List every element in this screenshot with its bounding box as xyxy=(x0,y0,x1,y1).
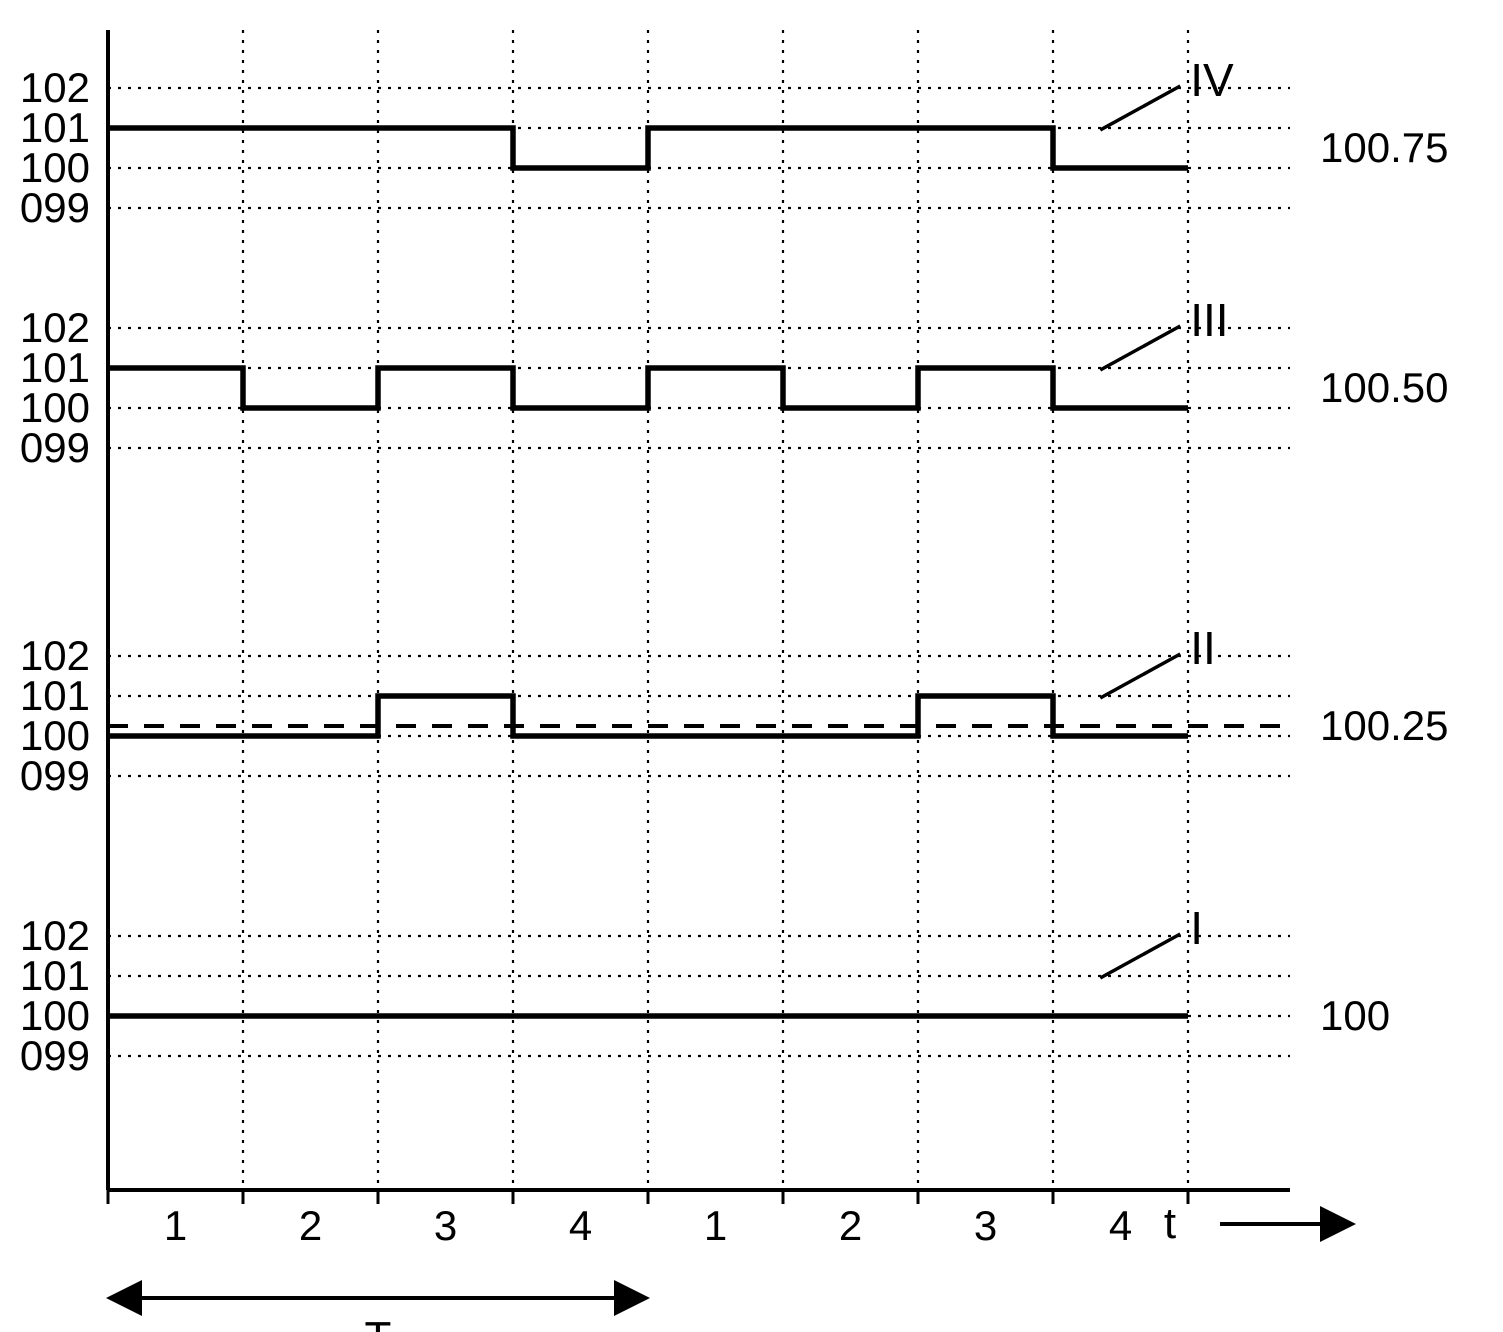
signal-IV xyxy=(108,128,1188,168)
y-tick-label: 102 xyxy=(20,64,90,111)
curve-label-II: II xyxy=(1190,622,1216,674)
y-tick-label: 102 xyxy=(20,304,90,351)
label-leader-IV xyxy=(1100,86,1180,130)
x-tick-label: 3 xyxy=(974,1202,997,1249)
x-tick-label: 4 xyxy=(1109,1202,1132,1249)
y-tick-label: 101 xyxy=(20,104,90,151)
t-axis-label: t xyxy=(1164,1199,1176,1248)
y-tick-label: 100 xyxy=(20,144,90,191)
x-tick-label: 3 xyxy=(434,1202,457,1249)
curve-label-I: I xyxy=(1190,902,1203,954)
right-value-III: 100.50 xyxy=(1320,364,1448,411)
y-tick-label: 099 xyxy=(20,752,90,799)
x-tick-label: 4 xyxy=(569,1202,592,1249)
label-leader-II xyxy=(1100,654,1180,698)
x-tick-label: 2 xyxy=(839,1202,862,1249)
y-tick-label: 101 xyxy=(20,672,90,719)
signal-III xyxy=(108,368,1188,408)
y-tick-label: 099 xyxy=(20,184,90,231)
y-tick-label: 100 xyxy=(20,384,90,431)
right-value-IV: 100.75 xyxy=(1320,124,1448,171)
y-tick-label: 102 xyxy=(20,632,90,679)
y-tick-label: 101 xyxy=(20,344,90,391)
period-T-label: T xyxy=(365,1313,392,1332)
x-tick-label: 1 xyxy=(164,1202,187,1249)
y-tick-label: 099 xyxy=(20,1032,90,1079)
y-tick-label: 100 xyxy=(20,712,90,759)
curve-label-III: III xyxy=(1190,294,1228,346)
y-tick-label: 100 xyxy=(20,992,90,1039)
label-leader-III xyxy=(1100,326,1180,370)
right-value-II: 100.25 xyxy=(1320,702,1448,749)
right-value-I: 100 xyxy=(1320,992,1390,1039)
y-tick-label: 101 xyxy=(20,952,90,999)
curve-label-IV: IV xyxy=(1190,54,1234,106)
x-tick-label: 1 xyxy=(704,1202,727,1249)
label-leader-I xyxy=(1100,934,1180,978)
y-tick-label: 102 xyxy=(20,912,90,959)
x-tick-label: 2 xyxy=(299,1202,322,1249)
y-tick-label: 099 xyxy=(20,424,90,471)
